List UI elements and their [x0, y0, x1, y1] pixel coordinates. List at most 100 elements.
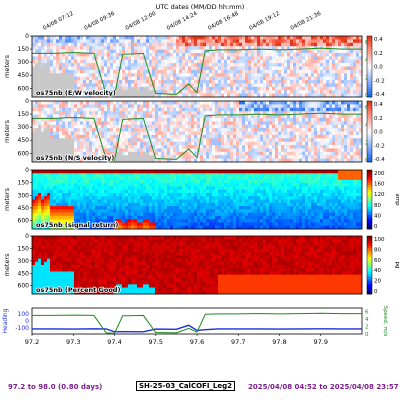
heatmap-cell [101, 209, 105, 214]
heatmap-cell [155, 52, 159, 57]
heatmap-cell [209, 138, 213, 143]
heatmap-cell [197, 158, 201, 163]
heatmap-cell [107, 128, 111, 132]
heatmap-cell [254, 101, 258, 105]
heatmap-cell [161, 104, 165, 109]
heatmap-cell [149, 222, 153, 227]
heatmap-cell [344, 101, 348, 105]
heatmap-cell [92, 219, 96, 223]
heatmap-cell [176, 141, 180, 146]
heatmap-cell [128, 222, 132, 227]
heatmap-cell [32, 39, 36, 44]
heatmap-cell [176, 199, 180, 204]
heatmap-cell [38, 63, 42, 67]
heatmap-cell [158, 104, 162, 109]
heatmap-cell [176, 86, 180, 91]
heatmap-cell [50, 114, 54, 119]
heatmap-cell [86, 59, 90, 64]
heatmap-cell [242, 128, 246, 132]
heatmap-cell [92, 49, 96, 54]
heatmap-cell [149, 80, 153, 84]
heatmap-cell [128, 145, 132, 149]
heatmap-cell [266, 93, 270, 98]
heatmap-cell [146, 151, 150, 156]
heatmap-cell [146, 176, 150, 181]
heatmap-cell [305, 121, 309, 126]
heatmap-cell [47, 199, 51, 204]
heatmap-cell [134, 215, 138, 220]
heatmap-cell [227, 155, 231, 160]
heatmap-cell [263, 39, 267, 44]
heatmap-cell [317, 141, 321, 146]
heatmap-cell [200, 117, 204, 122]
heatmap-cell [146, 196, 150, 200]
heatmap-cell [167, 93, 171, 98]
heatmap-cell [98, 107, 102, 112]
heatmap-cell [197, 39, 201, 44]
heatmap-cell [134, 131, 138, 136]
heatmap-cell [236, 101, 240, 105]
heatmap-cell [275, 66, 279, 71]
heatmap-cell [101, 202, 105, 207]
heatmap-cell [179, 186, 183, 191]
heatmap-cell [224, 39, 228, 44]
heatmap-cell [95, 80, 99, 84]
heatmap-cell [50, 80, 54, 84]
heatmap-cell [278, 59, 282, 64]
heatmap-cell [188, 155, 192, 160]
heatmap-cell [113, 145, 117, 149]
heatmap-cell [122, 173, 126, 177]
heatmap-cell [272, 93, 276, 98]
heatmap-cell [206, 86, 210, 91]
heatmap-cell [95, 206, 99, 210]
heatmap-cell [137, 124, 141, 129]
heatmap-cell [161, 199, 165, 204]
top-tick-label: 04/08 09:36 [83, 11, 116, 32]
heatmap-cell [332, 128, 336, 132]
heatmap-cell [290, 36, 294, 40]
heatmap-cell [221, 76, 225, 81]
heatmap-cell [89, 39, 93, 44]
heatmap-cell [218, 151, 222, 156]
heatmap-cell [98, 222, 102, 227]
heatmap-cell [44, 69, 48, 74]
heatmap-cell [92, 145, 96, 149]
heatmap-cell [53, 80, 57, 84]
heatmap-cell [164, 52, 168, 57]
heatmap-cell [125, 170, 129, 174]
heatmap-cell [242, 90, 246, 95]
heatmap-cell [59, 183, 63, 187]
heatmap-cell [194, 56, 198, 61]
heatmap-cell [296, 107, 300, 112]
heatmap-cell [176, 90, 180, 95]
heatmap-cell [347, 90, 351, 95]
heatmap-cell [152, 186, 156, 191]
heatmap-cell [92, 73, 96, 78]
heatmap-cell [38, 128, 42, 132]
heatmap-cell [101, 104, 105, 109]
heatmap-cell [206, 134, 210, 139]
heatmap-cell [38, 111, 42, 115]
heatmap-cell [257, 121, 261, 126]
heatmap-cell [278, 83, 282, 88]
heatmap-cell [92, 59, 96, 64]
heatmap-cell [236, 83, 240, 88]
heatmap-cell [170, 121, 174, 126]
heatmap-cell [347, 49, 351, 54]
heatmap-cell [65, 192, 69, 197]
heatmap-cell [320, 39, 324, 44]
heatmap-cell [47, 176, 51, 181]
heatmap-cell [35, 225, 39, 230]
heatmap-cell [317, 42, 321, 47]
heatmap-cell [242, 101, 246, 105]
heatmap-cell [245, 111, 249, 115]
heatmap-cell [125, 209, 129, 214]
heatmap-cell [329, 56, 333, 61]
heatmap-cell [50, 59, 54, 64]
heatmap-cell [284, 63, 288, 67]
heatmap-cell [125, 199, 129, 204]
heatmap-cell [140, 186, 144, 191]
heatmap-cell [290, 145, 294, 149]
heatmap-cell [332, 69, 336, 74]
heatmap-cell [296, 39, 300, 44]
